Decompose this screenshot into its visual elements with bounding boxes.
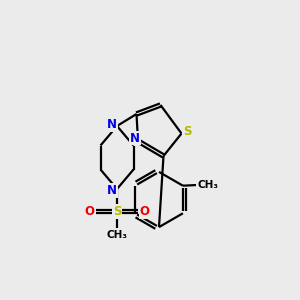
Text: S: S bbox=[113, 205, 121, 218]
Text: N: N bbox=[106, 118, 117, 131]
Text: N: N bbox=[106, 184, 117, 197]
Text: S: S bbox=[183, 124, 191, 138]
Text: O: O bbox=[84, 205, 94, 218]
Text: CH₃: CH₃ bbox=[106, 230, 128, 240]
Text: CH₃: CH₃ bbox=[197, 180, 218, 190]
Text: N: N bbox=[130, 131, 140, 145]
Text: O: O bbox=[140, 205, 150, 218]
